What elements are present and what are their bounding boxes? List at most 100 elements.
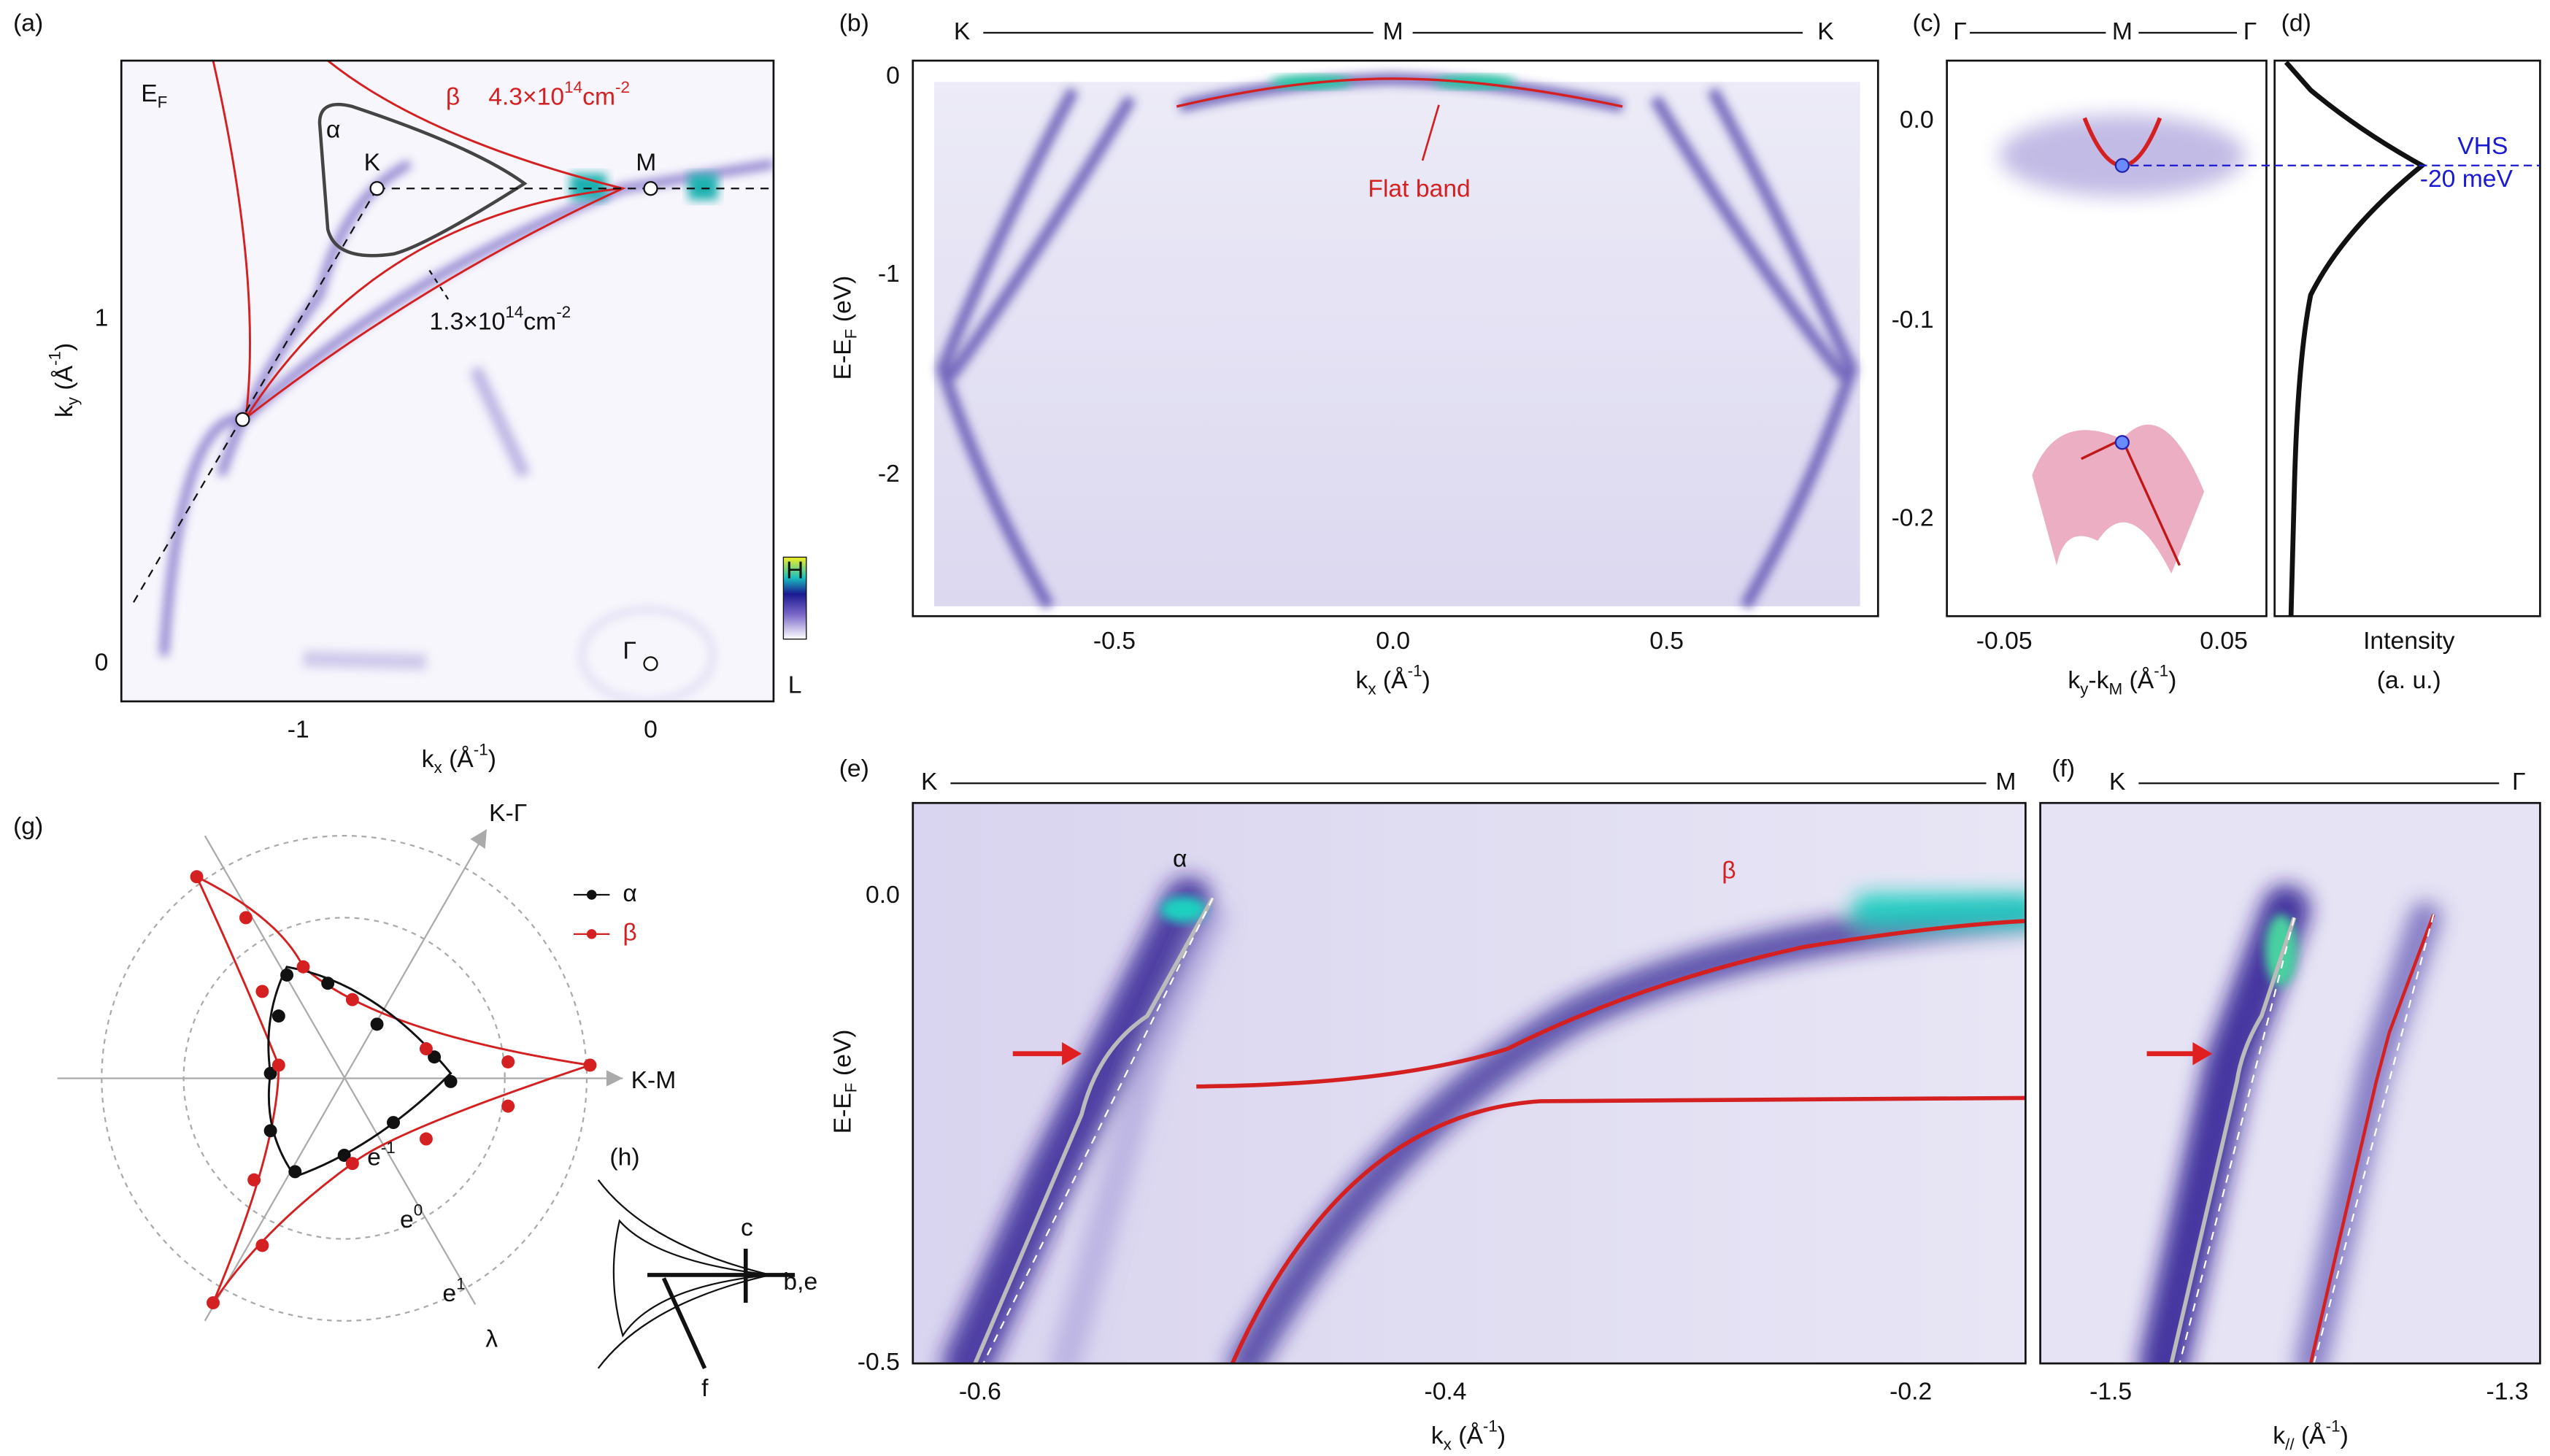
panel-label: (f) <box>2052 755 2075 782</box>
panel-b-frame <box>912 59 1879 617</box>
colorbar-high: H <box>786 558 804 585</box>
superscript: 1 <box>456 1274 465 1293</box>
annotation: 4.3×1014cm-2 <box>488 78 630 110</box>
subscript: x <box>1444 1435 1452 1453</box>
text: (Å <box>1376 667 1409 694</box>
annotation: Flat band <box>1368 175 1470 202</box>
panel-label: (d) <box>2281 10 2311 37</box>
text: k <box>2273 1422 2285 1449</box>
panel-label: (c) <box>1912 10 1941 37</box>
text: (Å <box>1452 1422 1484 1449</box>
annotation: β <box>446 84 460 111</box>
subscript: // <box>2285 1435 2295 1453</box>
point-label: M <box>636 149 656 176</box>
colorbar <box>782 556 807 640</box>
subscript: F <box>842 329 860 339</box>
y-tick-label: -0.5 <box>858 1349 900 1376</box>
panel-a-frame <box>120 59 775 703</box>
text: e <box>442 1280 456 1307</box>
text: -k <box>2088 667 2108 694</box>
path-label: K <box>921 769 938 796</box>
text: (Å <box>2295 1422 2327 1449</box>
schematic-label: c <box>741 1214 753 1241</box>
axis-label: K-Γ <box>489 800 527 827</box>
x-tick-label: -1 <box>288 716 309 743</box>
subscript: F <box>842 1082 860 1093</box>
x-tick-label: -0.4 <box>1425 1378 1467 1405</box>
path-label: Γ <box>1953 18 1967 45</box>
subscript: x <box>1368 679 1376 698</box>
x-axis-label: kx (Å-1) <box>1431 1417 1506 1454</box>
subscript: M <box>2108 679 2122 698</box>
ring-label: e1 <box>442 1274 465 1306</box>
panel-b-map <box>912 61 1879 617</box>
path-label: K <box>954 18 971 45</box>
panel-f-frame <box>2039 801 2541 1365</box>
subscript: F <box>158 93 168 111</box>
superscript: -1 <box>1483 1417 1498 1436</box>
y-tick-label: -2 <box>878 461 900 488</box>
superscript: -1 <box>2154 662 2168 680</box>
y-tick-label: 0 <box>886 62 900 89</box>
text: (Å <box>2122 667 2154 694</box>
legend-label: α <box>623 880 636 907</box>
ring-label: e0 <box>400 1201 423 1233</box>
panel-d-frame <box>2273 59 2541 617</box>
panel-label: (a) <box>13 10 43 37</box>
text: e <box>367 1144 381 1171</box>
x-tick-label: -1.5 <box>2089 1378 2132 1405</box>
superscript: -1 <box>1408 662 1422 680</box>
x-axis-label: kx (Å-1) <box>1356 662 1430 698</box>
panel-e-frame <box>912 801 2027 1365</box>
y-tick-label: 0 <box>95 649 109 676</box>
text: (Å <box>442 746 474 773</box>
annotation: α <box>326 117 340 144</box>
y-axis-label: E-EF (eV) <box>829 276 860 380</box>
path-label: K <box>2109 769 2126 796</box>
panel-f-map <box>2040 803 2541 1364</box>
panel-a-map <box>121 61 774 702</box>
text: k <box>1356 667 1368 694</box>
ring-label: e-1 <box>367 1139 396 1171</box>
panel-label: (e) <box>839 755 869 782</box>
x-axis-label: kx (Å-1) <box>422 740 496 777</box>
x-tick-label: -0.2 <box>1890 1378 1932 1405</box>
edc-curve <box>2284 61 2427 617</box>
polar-plot <box>57 829 623 1322</box>
x-tick-label: 0.5 <box>1649 628 1684 655</box>
panel-e-map <box>912 803 2026 1364</box>
x-tick-label: -0.05 <box>1976 628 2033 655</box>
superscript: -2 <box>615 78 630 96</box>
y-axis-label: ky (Å-1) <box>45 343 82 417</box>
text: ) <box>2341 1422 2349 1449</box>
annotation: α <box>1173 846 1187 873</box>
text: ) <box>1498 1422 1506 1449</box>
y-axis-label: E-EF (eV) <box>829 1030 860 1134</box>
schematic <box>597 1179 796 1370</box>
x-axis-label: k// (Å-1) <box>2273 1417 2349 1454</box>
subscript: x <box>434 758 442 777</box>
legend-label: β <box>623 920 636 947</box>
superscript: 14 <box>564 78 582 96</box>
y-tick-label: -1 <box>878 261 900 288</box>
text: cm <box>582 84 615 111</box>
path-label: M <box>1995 769 2016 796</box>
panel-c-map <box>1946 61 2267 617</box>
superscript: -1 <box>2326 1417 2341 1436</box>
text: E-E <box>829 1093 856 1133</box>
text: ) <box>488 746 496 773</box>
panel-label: (g) <box>13 813 43 840</box>
axis-label: K-M <box>631 1067 677 1094</box>
path-label: M <box>1383 18 1403 45</box>
text: k <box>51 405 78 417</box>
text: ) <box>2168 667 2176 694</box>
panel-label: (h) <box>609 1144 639 1171</box>
text: 1.3×10 <box>429 308 505 335</box>
text: (eV) <box>829 276 856 329</box>
y-tick-label: 0.0 <box>866 882 900 909</box>
y-tick-label: -0.1 <box>1892 307 1934 334</box>
text: E <box>141 80 157 107</box>
annotation: 1.3×1014cm-2 <box>429 303 571 335</box>
text: cm <box>523 308 556 335</box>
